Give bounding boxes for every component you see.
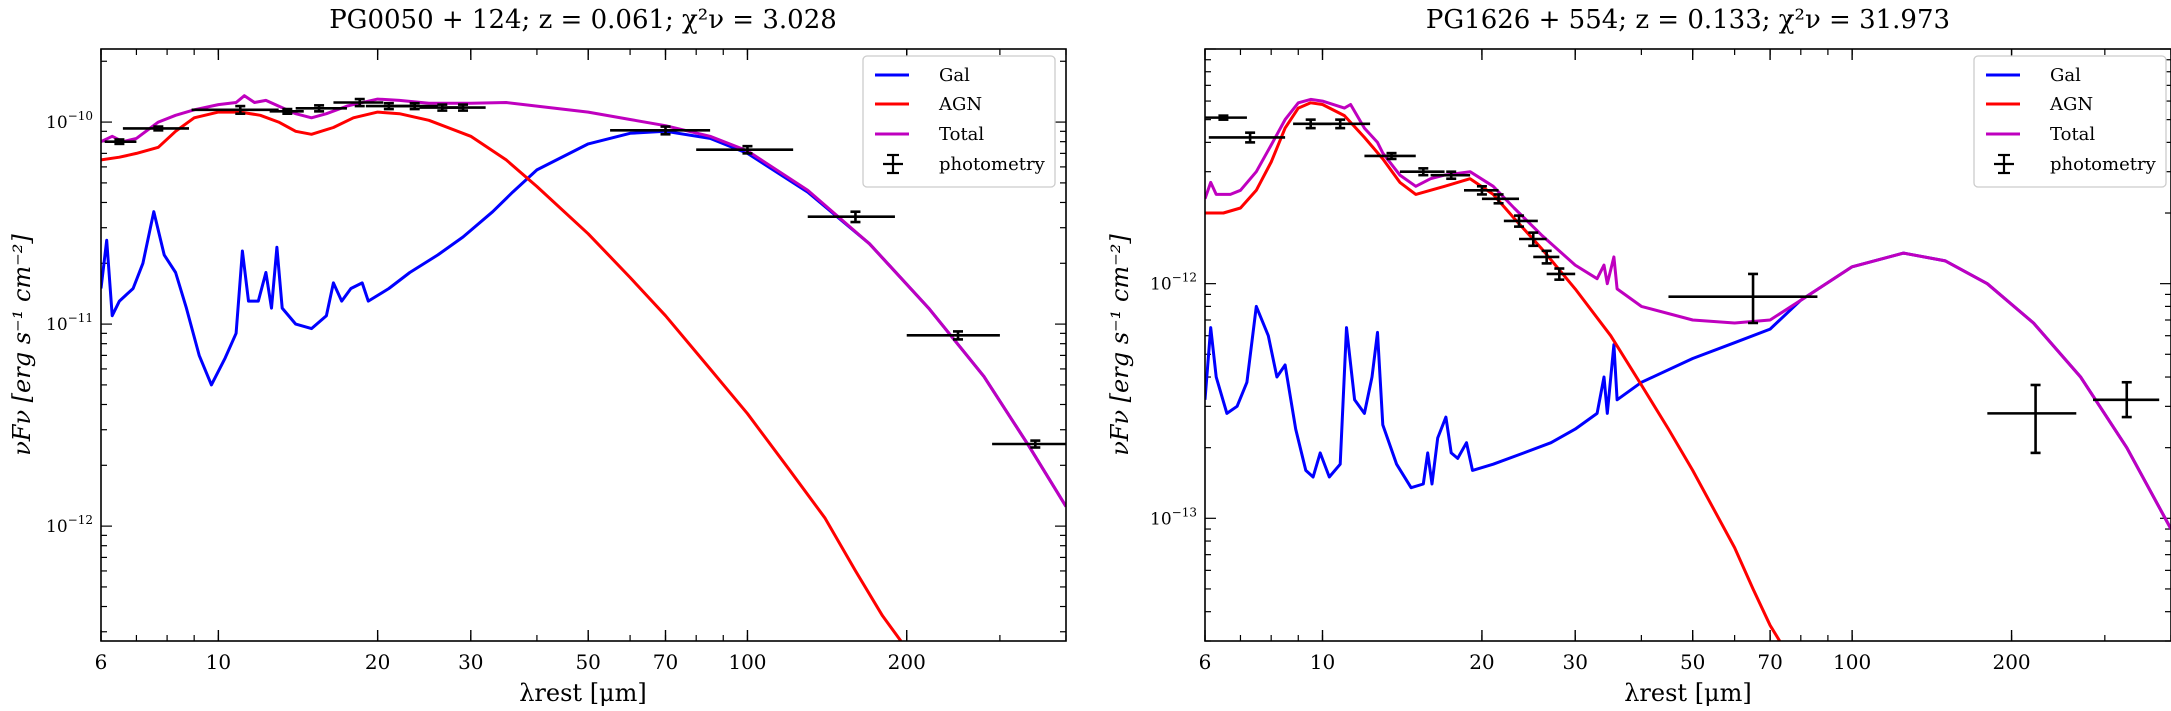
photometry-point (1533, 249, 1560, 265)
legend-box (1973, 55, 2167, 188)
y-tick-label: 10−12 (1150, 271, 1197, 295)
photometry-point (104, 138, 137, 146)
photometry-point (1546, 267, 1576, 281)
photometry-point (295, 104, 347, 113)
photometry-point (1310, 118, 1371, 130)
photometry-point (269, 107, 304, 116)
right-chart-panel: PG1626 + 554; z = 0.133; χ²ν = 31.973 νF… (1106, 5, 2171, 707)
x-tick-label: 10 (206, 650, 231, 674)
legend-label-gal: Gal (2050, 65, 2081, 86)
y-tick-label: 10−12 (46, 513, 93, 537)
series-line-gal (101, 129, 1066, 508)
x-tick-label: 30 (458, 650, 483, 674)
legend-label-agn: AGN (2049, 94, 2093, 115)
photometry-point (906, 330, 1000, 341)
photometry-point (610, 125, 711, 136)
legend-swatch-photometry (1994, 153, 2014, 175)
legend-label-total: Total (2050, 124, 2095, 145)
legend: Gal AGN Total photometry (1973, 55, 2167, 188)
y-tick-label: 10−13 (1150, 505, 1197, 529)
legend: Gal AGN Total photometry (862, 55, 1056, 188)
x-tick-label: 100 (728, 650, 766, 674)
plot-frame (1204, 48, 2171, 642)
left-chart-panel: PG0050 + 124; z = 0.061; χ²ν = 3.028 νFν… (8, 5, 1067, 707)
y-tick-label: 10−10 (46, 109, 93, 133)
photometry-point (122, 125, 190, 132)
x-axis-label: λrest [μm] (1624, 679, 1752, 707)
legend-box (862, 55, 1056, 188)
series-line-gal (1205, 251, 2171, 530)
legend-swatch-photometry (883, 153, 903, 175)
plot-frame (100, 48, 1067, 642)
series-layer (1205, 97, 2171, 641)
photometry-point (807, 210, 895, 224)
legend-label-gal: Gal (939, 65, 970, 86)
photometry-layer (1205, 114, 2160, 455)
legend-label-agn: AGN (938, 94, 982, 115)
x-tick-label: 70 (653, 650, 678, 674)
series-line-agn (1205, 101, 1781, 641)
y-tick-label: 10−11 (46, 311, 93, 335)
series-line-total (1205, 97, 2171, 530)
photometry-layer (104, 97, 1066, 449)
photometry-point (1364, 151, 1416, 161)
photometry-point (442, 103, 486, 112)
x-tick-label: 6 (1199, 650, 1212, 674)
photometry-point (1205, 114, 1247, 121)
svg-text:νFν [erg s⁻¹ cm⁻²]: νFν [erg s⁻¹ cm⁻²] (8, 234, 36, 456)
photometry-point (1208, 131, 1286, 144)
photometry-point (1503, 214, 1538, 228)
photometry-point (696, 144, 794, 155)
chart-title: PG1626 + 554; z = 0.133; χ²ν = 31.973 (1426, 5, 1950, 35)
photometry-point (191, 104, 279, 116)
photometry-point (2093, 380, 2160, 419)
x-tick-label: 200 (1992, 650, 2030, 674)
x-tick-label: 50 (1680, 650, 1705, 674)
photometry-point (1519, 231, 1547, 248)
legend-label-photometry: photometry (939, 154, 1046, 175)
photometry-point (1481, 193, 1520, 205)
series-line-agn (101, 110, 903, 641)
x-tick-label: 30 (1562, 650, 1587, 674)
x-axis-label: λrest [μm] (519, 679, 647, 707)
x-tick-label: 6 (95, 650, 108, 674)
x-tick-label: 100 (1833, 650, 1871, 674)
photometry-point (1668, 272, 1818, 325)
y-axis-label: νFν [erg s⁻¹ cm⁻²] (8, 234, 36, 456)
tick-layer: 6 10 20 30 50 70 100 200 10−10 10−11 10−12 (46, 49, 1067, 674)
photometry-point (1399, 167, 1445, 177)
legend-label-photometry: photometry (2050, 154, 2157, 175)
photometry-point (394, 101, 438, 111)
x-tick-label: 20 (1469, 650, 1494, 674)
y-axis-label: νFν [erg s⁻¹ cm⁻²] (1106, 234, 1134, 456)
photometry-point (1430, 170, 1471, 181)
x-tick-label: 200 (888, 650, 926, 674)
x-tick-label: 50 (575, 650, 600, 674)
photometry-point (992, 439, 1066, 449)
tick-layer: 6 10 20 30 50 70 100 200 10−12 10−13 (1150, 48, 2171, 674)
x-tick-label: 10 (1310, 650, 1335, 674)
legend-label-total: Total (939, 124, 984, 145)
x-tick-label: 20 (365, 650, 390, 674)
photometry-point (333, 97, 384, 108)
svg-text:νFν [erg s⁻¹ cm⁻²]: νFν [erg s⁻¹ cm⁻²] (1106, 234, 1134, 456)
chart-title: PG0050 + 124; z = 0.061; χ²ν = 3.028 (329, 5, 837, 35)
photometry-point (1987, 383, 2077, 455)
photometry-point (1464, 184, 1499, 196)
x-tick-label: 70 (1757, 650, 1782, 674)
